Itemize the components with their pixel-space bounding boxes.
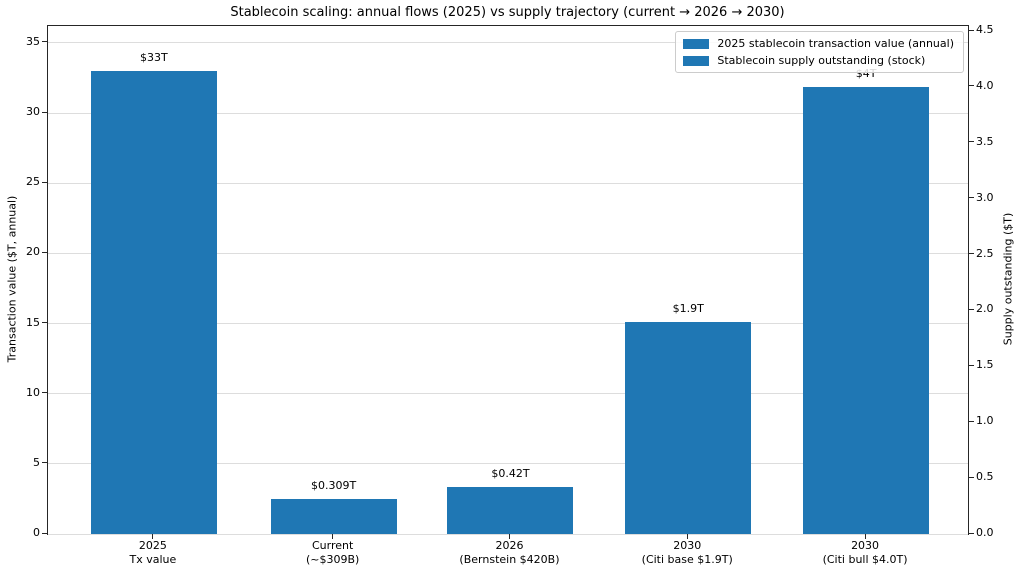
gridline xyxy=(48,252,968,254)
y-tick-mark-left xyxy=(42,111,47,113)
gridline xyxy=(48,533,968,535)
legend-entry: Stablecoin supply outstanding (stock) xyxy=(683,54,954,67)
bar xyxy=(270,499,397,534)
y-tick-label-left: 35 xyxy=(26,34,40,48)
x-tick-mark xyxy=(152,534,154,539)
legend-entry: 2025 stablecoin transaction value (annua… xyxy=(683,37,954,50)
x-tick-mark xyxy=(332,534,334,539)
y-tick-mark-right xyxy=(969,29,974,31)
y-tick-mark-right xyxy=(969,85,974,87)
bar-value-label: $33T xyxy=(140,51,168,65)
y-tick-mark-left xyxy=(42,322,47,324)
y-tick-label-left: 20 xyxy=(26,245,40,259)
gridline xyxy=(48,112,968,114)
x-tick-label: 2026 (Bernstein $420B) xyxy=(459,539,560,566)
bar xyxy=(90,71,217,534)
y-tick-label-left: 25 xyxy=(26,175,40,189)
y-tick-label-right: 3.0 xyxy=(976,190,994,204)
y-tick-mark-left xyxy=(42,251,47,253)
y-tick-label-left: 5 xyxy=(33,455,40,469)
x-tick-mark xyxy=(686,534,688,539)
bar-value-label: $0.42T xyxy=(491,467,530,481)
y-tick-label-left: 0 xyxy=(33,526,40,539)
bar xyxy=(803,86,930,534)
left-axis-title: Transaction value ($T, annual) xyxy=(5,195,19,363)
y-tick-label-right: 1.0 xyxy=(976,414,994,428)
y-tick-label-left: 10 xyxy=(26,385,40,399)
y-tick-mark-right xyxy=(969,420,974,422)
y-tick-mark-right xyxy=(969,197,974,199)
y-tick-label-right: 4.5 xyxy=(976,23,994,37)
gridline xyxy=(48,463,968,465)
y-tick-mark-right xyxy=(969,476,974,478)
y-tick-label-right: 2.0 xyxy=(976,302,994,316)
y-tick-mark-left xyxy=(42,462,47,464)
y-tick-label-left: 30 xyxy=(26,105,40,119)
gridline xyxy=(48,182,968,184)
y-tick-mark-left xyxy=(42,532,47,534)
plot-area: 2025 stablecoin transaction value (annua… xyxy=(47,25,969,535)
y-tick-label-right: 3.5 xyxy=(976,134,994,148)
y-tick-label-right: 4.0 xyxy=(976,78,994,92)
legend-swatch xyxy=(683,38,710,49)
legend: 2025 stablecoin transaction value (annua… xyxy=(675,31,964,73)
gridline xyxy=(48,393,968,395)
x-tick-label: 2025 Tx value xyxy=(129,539,177,566)
x-tick-mark xyxy=(864,534,866,539)
y-tick-mark-right xyxy=(969,253,974,255)
bar-value-label: $0.309T xyxy=(311,479,357,493)
y-tick-mark-right xyxy=(969,308,974,310)
y-tick-mark-left xyxy=(42,392,47,394)
x-tick-label: 2030 (Citi bull $4.0T) xyxy=(822,539,908,566)
y-tick-label-right: 0.0 xyxy=(976,526,994,539)
gridline xyxy=(48,42,968,44)
legend-label: Stablecoin supply outstanding (stock) xyxy=(717,54,926,67)
y-tick-mark-right xyxy=(969,532,974,534)
gridline xyxy=(48,323,968,325)
y-tick-label-right: 0.5 xyxy=(976,470,994,484)
bar xyxy=(625,321,752,534)
y-tick-label-right: 2.5 xyxy=(976,246,994,260)
x-tick-label: 2030 (Citi base $1.9T) xyxy=(641,539,733,566)
legend-label: 2025 stablecoin transaction value (annua… xyxy=(717,37,954,50)
legend-swatch xyxy=(683,55,710,66)
chart-title: Stablecoin scaling: annual flows (2025) … xyxy=(230,5,785,20)
x-tick-mark xyxy=(508,534,510,539)
y-tick-mark-right xyxy=(969,141,974,143)
right-axis-title: Supply outstanding ($T) xyxy=(1001,212,1015,346)
x-tick-label: Current (~$309B) xyxy=(305,539,360,566)
y-tick-mark-left xyxy=(42,181,47,183)
bar xyxy=(447,487,574,534)
y-tick-label-right: 1.5 xyxy=(976,358,994,372)
bar-value-label: $1.9T xyxy=(672,301,704,315)
y-tick-label-left: 15 xyxy=(26,315,40,329)
y-tick-mark-right xyxy=(969,364,974,366)
y-tick-mark-left xyxy=(42,41,47,43)
